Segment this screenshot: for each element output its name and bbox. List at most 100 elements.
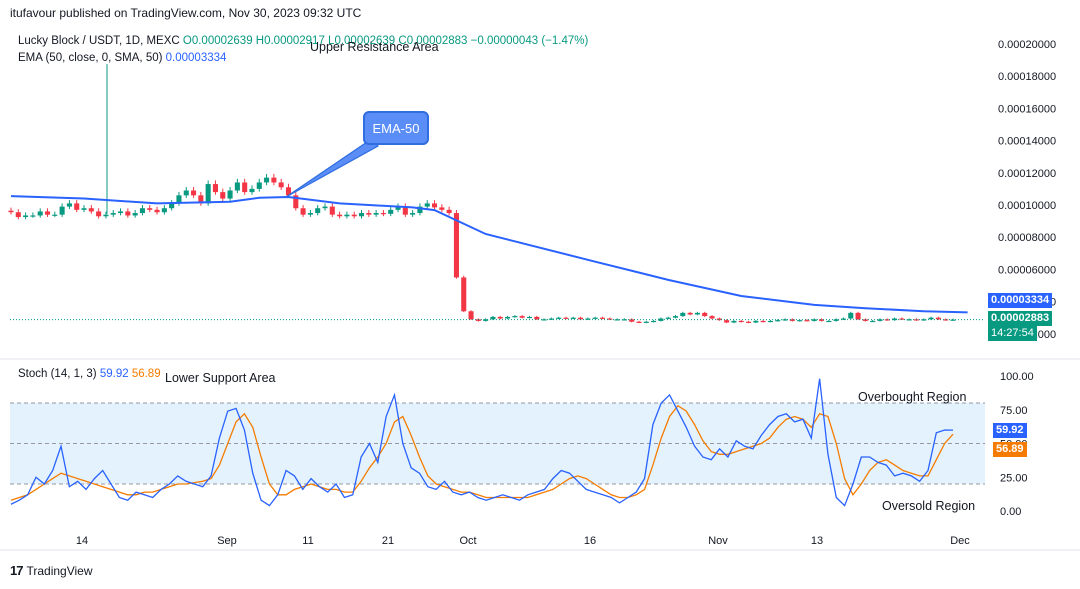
- candle-body: [212, 184, 219, 193]
- candle-body: [519, 316, 525, 318]
- candle: [66, 200, 72, 210]
- candle: [833, 318, 839, 322]
- candle-body: [125, 211, 131, 216]
- legend-ema-value: 0.00003334: [165, 52, 227, 64]
- tradingview-logo-icon: 17: [10, 563, 24, 578]
- candle-body: [264, 177, 270, 183]
- candle: [344, 211, 350, 219]
- candle: [585, 317, 591, 321]
- candle-body: [300, 208, 306, 215]
- legend-stoch-k: 59.92: [99, 368, 129, 380]
- candle-body: [431, 203, 438, 208]
- candle-body: [621, 319, 627, 321]
- candle-body: [242, 182, 248, 193]
- candle-body: [402, 206, 408, 215]
- candle-body: [475, 319, 481, 321]
- candle-body: [366, 213, 372, 215]
- candle: [855, 311, 861, 321]
- candle: [840, 317, 847, 321]
- candle-body: [833, 319, 839, 321]
- candle: [906, 318, 912, 321]
- legend-ema-label: EMA (50, close, 0, SMA, 50): [18, 52, 163, 64]
- ema-line: [10, 195, 968, 314]
- candle-body: [753, 320, 759, 323]
- candle-body: [629, 319, 635, 322]
- candle: [227, 187, 233, 202]
- candle-body: [563, 317, 569, 319]
- candle-body: [797, 320, 803, 322]
- candle-body: [337, 214, 343, 217]
- candle: [651, 320, 657, 323]
- candle-body: [643, 321, 649, 323]
- candle: [373, 209, 379, 217]
- stoch-layer: [10, 378, 985, 507]
- candle: [88, 205, 94, 214]
- candle: [804, 319, 810, 322]
- candle-body: [943, 319, 949, 321]
- candle-body: [388, 209, 394, 214]
- x-tick-label: 14: [76, 535, 88, 547]
- candle: [59, 203, 65, 217]
- legend-ohlc: O0.00002639 H0.00002917 L0.00002639 C0.0…: [182, 35, 589, 47]
- candle-body: [198, 195, 204, 204]
- candle: [380, 209, 386, 217]
- candle: [256, 178, 262, 192]
- candle: [921, 318, 927, 321]
- candle-body: [329, 206, 335, 215]
- candle-body: [935, 317, 941, 320]
- candle-body: [599, 317, 606, 319]
- upper-resistance-label: Upper Resistance Area: [310, 40, 439, 54]
- candle-body: [826, 320, 832, 323]
- candle-body: [59, 206, 65, 215]
- candle-body: [497, 316, 503, 319]
- candle-body: [344, 214, 350, 217]
- candle-body: [176, 195, 182, 204]
- candle-body: [44, 211, 51, 215]
- candle: [44, 208, 51, 217]
- candle-body: [534, 316, 540, 320]
- candle: [395, 203, 401, 213]
- price-tick-label: 0.00008000: [998, 232, 1056, 244]
- candle-body: [169, 203, 175, 209]
- candle-body: [921, 319, 927, 321]
- candle: [702, 311, 708, 317]
- candle: [358, 209, 365, 219]
- candle: [234, 178, 240, 194]
- stoch-k-tag: 59.92: [993, 423, 1027, 438]
- candle: [388, 206, 394, 217]
- candle: [468, 310, 474, 321]
- candle-body: [417, 206, 423, 214]
- candle: [848, 311, 854, 320]
- candle-body: [227, 190, 233, 199]
- candle-body: [694, 312, 700, 315]
- candle-body: [139, 208, 145, 214]
- candle: [139, 205, 145, 216]
- stoch-k-line: [10, 378, 954, 507]
- candle-body: [505, 316, 511, 319]
- candle: [351, 211, 357, 219]
- overbought-label: Overbought Region: [858, 390, 967, 404]
- candle-body: [256, 182, 262, 189]
- stoch-tick-label: 25.00: [1000, 472, 1028, 484]
- price-tick-label: 0.00014000: [998, 136, 1056, 148]
- candle: [337, 211, 343, 219]
- price-tick-label: 0.00012000: [998, 168, 1056, 180]
- candle-body: [848, 312, 854, 319]
- price-tick-label: 0.00006000: [998, 264, 1056, 276]
- candle: [731, 320, 737, 324]
- x-tick-label: Sep: [217, 535, 237, 547]
- candle-body: [804, 320, 810, 322]
- candle-body: [709, 316, 715, 319]
- candle-body: [453, 213, 459, 278]
- ema-callout[interactable]: EMA-50: [363, 111, 429, 145]
- footer-brand[interactable]: TradingView: [26, 563, 93, 578]
- legend-ema-line: EMA (50, close, 0, SMA, 50) 0.00003334: [18, 52, 226, 64]
- candle-body: [490, 316, 496, 320]
- candle: [789, 318, 795, 322]
- candle-body: [103, 214, 109, 217]
- candle: [410, 209, 416, 217]
- candle-body: [110, 213, 116, 215]
- legend-stoch-label: Stoch (14, 1, 3): [18, 368, 97, 380]
- candle-body: [789, 319, 795, 321]
